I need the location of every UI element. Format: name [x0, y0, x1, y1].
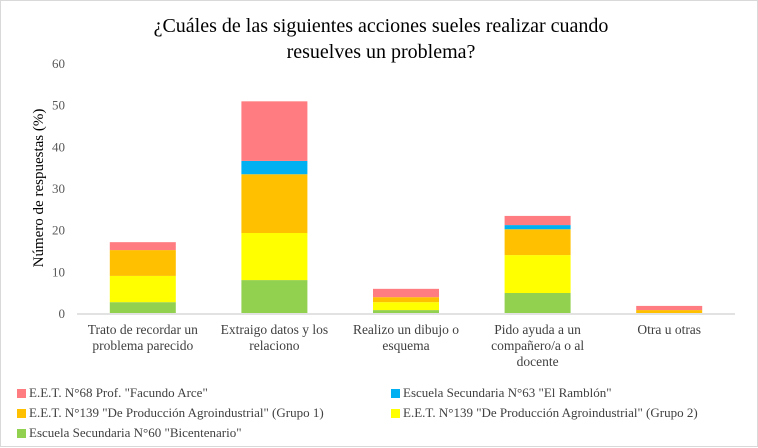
x-tick-label: Pido ayuda a un: [494, 322, 581, 337]
bar-segment: [504, 225, 571, 230]
legend-item-grupo-1: E.E.T. N°139 "De Producción Agroindustri…: [17, 405, 324, 421]
legend-swatch: [17, 388, 26, 398]
bar-segment: [504, 255, 571, 293]
chart-title: resuelves un problema?: [287, 41, 476, 63]
legend-swatch: [17, 428, 26, 438]
bar-segment: [636, 305, 703, 311]
legend-label: E.E.T. N°139 "De Producción Agroindustri…: [403, 405, 698, 420]
x-tick-label: esquema: [382, 338, 429, 353]
legend-swatch: [391, 408, 400, 418]
y-tick-label: 40: [52, 139, 65, 154]
x-tick-label: Extraigo datos y los: [221, 322, 329, 337]
y-tick-label: 10: [52, 264, 65, 279]
bar-segment: [241, 280, 308, 313]
legend-label: Escuela Secundaria N°60 "Bicentenario": [29, 425, 242, 440]
bar-segment: [109, 242, 176, 251]
bar-segment: [504, 293, 571, 313]
bar-segment: [373, 302, 439, 311]
bar-segment: [504, 215, 571, 226]
y-tick-label: 30: [52, 181, 65, 196]
y-tick-label: 0: [59, 306, 66, 321]
bar-segment: [241, 174, 308, 233]
legend-item-el-ramblon: Escuela Secundaria N°63 "El Ramblón": [391, 385, 612, 401]
bar-segment: [504, 229, 571, 256]
bar-segment: [241, 233, 308, 281]
x-tick-label: Otra u otras: [637, 322, 701, 337]
bar-segment: [241, 101, 308, 161]
x-tick-label: docente: [517, 354, 559, 369]
legend-item-bicentenario: Escuela Secundaria N°60 "Bicentenario": [17, 425, 242, 441]
x-tick-label: problema parecido: [92, 338, 193, 353]
legend-label: E.E.T. N°68 Prof. "Facundo Arce": [29, 385, 208, 400]
bar-segment: [109, 250, 176, 276]
legend-swatch: [391, 388, 400, 398]
legend-swatch: [17, 408, 26, 418]
bar-segment: [109, 275, 176, 303]
y-tick-label: 60: [52, 56, 65, 71]
y-axis-label: Número de respuestas (%): [31, 109, 47, 268]
x-tick-label: relaciono: [249, 338, 299, 353]
bar-segment: [109, 302, 176, 313]
bar-segment: [636, 310, 703, 313]
legend-label: E.E.T. N°139 "De Producción Agroindustri…: [29, 405, 324, 420]
y-tick-label: 50: [52, 98, 65, 113]
bar-segment: [241, 160, 308, 175]
bar-segment: [373, 288, 439, 298]
bar-segment: [373, 310, 439, 313]
bar-segment: [373, 297, 439, 303]
x-tick-label: compañero/a o al: [491, 338, 584, 353]
x-tick-label: Trato de recordar un: [88, 322, 198, 337]
y-tick-label: 20: [52, 223, 65, 238]
legend-item-facundo-arce: E.E.T. N°68 Prof. "Facundo Arce": [17, 385, 208, 401]
legend-item-grupo-2: E.E.T. N°139 "De Producción Agroindustri…: [391, 405, 698, 421]
legend-label: Escuela Secundaria N°63 "El Ramblón": [403, 385, 612, 400]
x-tick-label: Realizo un dibujo o: [353, 322, 459, 337]
chart-title: ¿Cuáles de las siguientes acciones suele…: [154, 15, 609, 37]
